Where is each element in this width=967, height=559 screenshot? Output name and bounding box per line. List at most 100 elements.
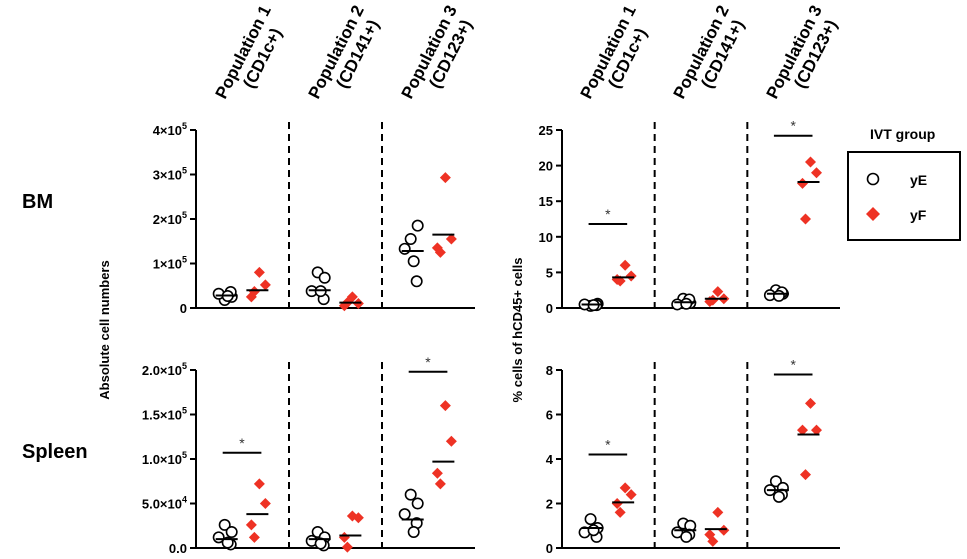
legend-circle-icon [866, 172, 880, 186]
y-tick-label: 5.0×104 [142, 495, 187, 512]
data-point-yf [253, 266, 265, 278]
pop-header-right-1: Population 1 (CD1c+) [577, 2, 651, 102]
data-point-yf [248, 531, 260, 543]
data-point-ye [407, 525, 420, 538]
data-point-yf [439, 400, 451, 412]
legend: IVT group yE yF [847, 126, 961, 241]
y-tick-label: 4 [546, 452, 554, 467]
row-label-bm: BM [22, 191, 53, 213]
y-tick-label: 10 [539, 230, 553, 245]
data-point-yf [245, 519, 257, 531]
y-tick-label: 0 [546, 541, 553, 556]
y-tick-label: 0.0 [169, 541, 187, 556]
y-tick-label: 4×105 [153, 121, 187, 138]
panel-bm_pct: 0 5 10 15 20 25 * * [539, 118, 840, 316]
data-point-yf [445, 233, 457, 245]
data-point-yf [796, 177, 808, 189]
row-label-spleen: Spleen [22, 441, 88, 463]
data-point-yf [611, 498, 623, 509]
data-point-ye [404, 488, 417, 501]
data-point-ye [218, 518, 231, 531]
pop-header-right-3: Population 3 (CD123+) [763, 2, 841, 102]
data-point-yf [253, 478, 265, 490]
data-point-ye [587, 524, 600, 537]
data-point-ye [398, 242, 411, 255]
significance-star: * [425, 354, 431, 370]
y-tick-label: 2×105 [153, 210, 187, 227]
significance-star: * [605, 437, 611, 453]
panel-spleen_abs: 0.0 5.0×104 1.0×105 1.5×105 2.0×105 * * [142, 354, 475, 556]
data-point-yf [712, 506, 724, 518]
data-point-ye [584, 513, 597, 526]
data-point-ye [680, 297, 693, 310]
pop-header-left-1: Population 1 (CD1c+) [212, 2, 286, 102]
data-point-ye [407, 255, 420, 268]
data-point-yf [341, 541, 353, 553]
panels: 01×1052×1053×1054×1050510152025**0.05.0×… [142, 118, 840, 556]
data-point-yf [718, 524, 730, 536]
data-point-ye [772, 490, 785, 503]
data-point-yf [434, 246, 446, 258]
data-point-yf [799, 213, 811, 225]
data-point-yf [707, 535, 719, 547]
panel-spleen_pct: 0 2 4 6 8 * * [546, 356, 840, 556]
panel-bm_abs: 0 1×105 2×105 3×105 4×105 [153, 121, 475, 316]
data-point-yf [259, 498, 271, 509]
data-point-yf [431, 467, 443, 479]
data-point-yf [619, 259, 631, 271]
y-tick-label: 6 [546, 408, 553, 423]
y-tick-label: 25 [539, 123, 553, 138]
significance-star: * [239, 435, 245, 451]
y-tick-label: 0 [546, 301, 553, 316]
legend-diamond-icon [866, 207, 880, 221]
data-point-yf [712, 286, 724, 298]
data-point-yf [259, 279, 271, 291]
data-point-yf [796, 424, 808, 436]
y-tick-label: 5 [546, 265, 553, 280]
data-point-yf [338, 531, 350, 543]
y-axis-title-abs: Absolute cell numbers [97, 260, 112, 399]
pop-header-left-3: Population 3 (CD123+) [398, 2, 476, 102]
y-tick-label: 2.0×105 [142, 361, 187, 378]
data-point-yf [810, 424, 822, 436]
data-point-ye [411, 497, 424, 510]
legend-label-yf: yF [910, 207, 927, 223]
data-point-ye [225, 525, 238, 538]
y-tick-label: 3×105 [153, 166, 187, 183]
data-point-ye [772, 289, 785, 302]
y-axis-title-pct: % cells of hCD45+ cells [510, 258, 525, 403]
y-tick-label: 0 [180, 301, 187, 316]
data-point-ye [410, 275, 423, 288]
y-tick-label: 2 [546, 497, 553, 512]
data-point-yf [619, 482, 631, 494]
pop-header-left-2: Population 2 (CD141+) [305, 2, 383, 102]
data-point-yf [248, 286, 260, 298]
data-point-ye [404, 233, 417, 246]
pop-header-right-2: Population 2 (CD141+) [670, 2, 748, 102]
y-tick-label: 1×105 [153, 255, 187, 272]
data-point-yf [439, 172, 451, 184]
y-tick-label: 15 [539, 194, 553, 209]
legend-title: IVT group [870, 126, 935, 142]
legend-box [847, 151, 961, 241]
y-tick-label: 1.0×105 [142, 450, 187, 467]
data-point-yf [810, 167, 822, 179]
y-tick-label: 20 [539, 159, 553, 174]
data-point-yf [804, 156, 816, 168]
data-point-yf [625, 489, 637, 501]
significance-star: * [790, 356, 796, 372]
significance-star: * [605, 206, 611, 222]
data-point-ye [318, 271, 331, 284]
data-point-yf [804, 397, 816, 409]
data-point-yf [707, 294, 719, 306]
data-point-ye [398, 508, 411, 521]
data-point-yf [352, 512, 364, 524]
data-point-yf [614, 506, 626, 518]
significance-star: * [790, 118, 796, 134]
legend-label-ye: yE [910, 172, 927, 188]
y-tick-label: 1.5×105 [142, 406, 187, 423]
data-point-yf [625, 270, 637, 282]
data-point-yf [799, 469, 811, 481]
data-point-ye [411, 219, 424, 232]
